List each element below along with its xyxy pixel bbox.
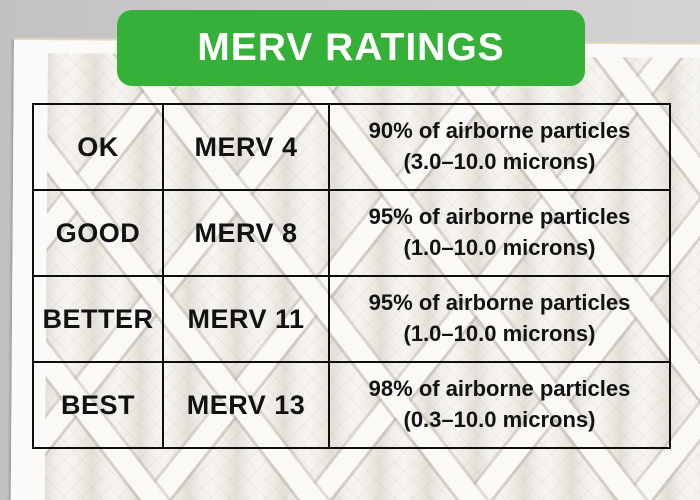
description-cell: 95% of airborne particles (1.0–10.0 micr… [328, 275, 671, 363]
description-cell: 90% of airborne particles (3.0–10.0 micr… [328, 103, 671, 191]
grade-cell: OK [32, 103, 164, 191]
description-cell: 98% of airborne particles (0.3–10.0 micr… [328, 361, 671, 449]
title-banner: MERV RATINGS [117, 10, 585, 86]
description-cell: 95% of airborne particles (1.0–10.0 micr… [328, 189, 671, 277]
description-line-2: (1.0–10.0 microns) [403, 321, 596, 346]
merv-cell: MERV 11 [162, 275, 330, 363]
page-title: MERV RATINGS [197, 26, 505, 69]
merv-cell: MERV 4 [162, 103, 330, 191]
merv-cell: MERV 13 [162, 361, 330, 449]
description-line-2: (0.3–10.0 microns) [403, 407, 596, 432]
description-line-1: 95% of airborne particles [368, 290, 631, 316]
description-line-1: 95% of airborne particles [368, 204, 631, 230]
description-line-2: (3.0–10.0 microns) [403, 149, 596, 174]
table-row: BETTER MERV 11 95% of airborne particles… [32, 275, 671, 363]
grade-cell: BEST [32, 361, 164, 449]
grade-cell: BETTER [32, 275, 164, 363]
description-line-1: 98% of airborne particles [368, 376, 631, 402]
description-line-1: 90% of airborne particles [368, 118, 631, 144]
table-row: GOOD MERV 8 95% of airborne particles (1… [32, 189, 671, 277]
grade-cell: GOOD [32, 189, 164, 277]
table-row: OK MERV 4 90% of airborne particles (3.0… [32, 103, 671, 191]
merv-ratings-table: OK MERV 4 90% of airborne particles (3.0… [32, 103, 671, 449]
table-row: BEST MERV 13 98% of airborne particles (… [32, 361, 671, 449]
merv-cell: MERV 8 [162, 189, 330, 277]
description-line-2: (1.0–10.0 microns) [403, 235, 596, 260]
